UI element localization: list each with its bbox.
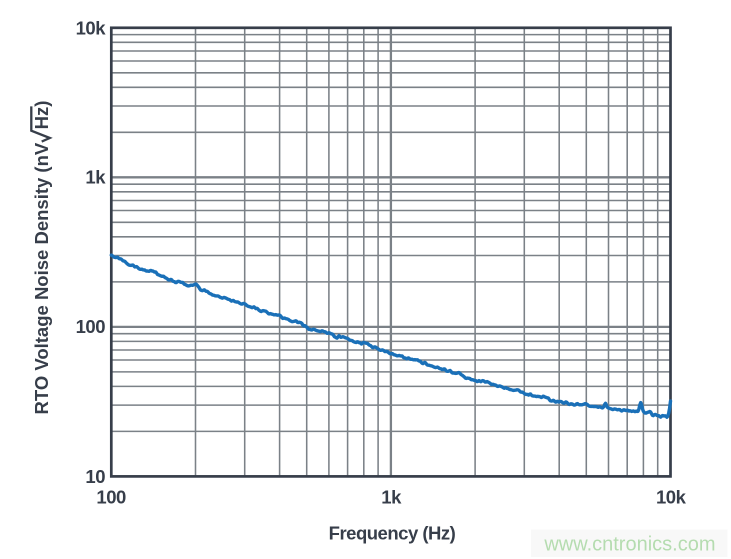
svg-text:10: 10 [85, 466, 105, 487]
svg-text:RTO Voltage Noise Density (nV: RTO Voltage Noise Density (nV [31, 142, 52, 414]
svg-text:Frequency (Hz): Frequency (Hz) [329, 523, 456, 544]
svg-text:1k: 1k [381, 486, 402, 507]
svg-text:1k: 1k [85, 166, 106, 187]
svg-text:10k: 10k [76, 18, 107, 39]
svg-text:100: 100 [76, 316, 106, 337]
svg-text:100: 100 [96, 486, 126, 507]
svg-text:www.cntronics.com: www.cntronics.com [543, 534, 715, 556]
svg-text:10k: 10k [656, 486, 687, 507]
svg-text:Hz): Hz) [31, 101, 52, 130]
